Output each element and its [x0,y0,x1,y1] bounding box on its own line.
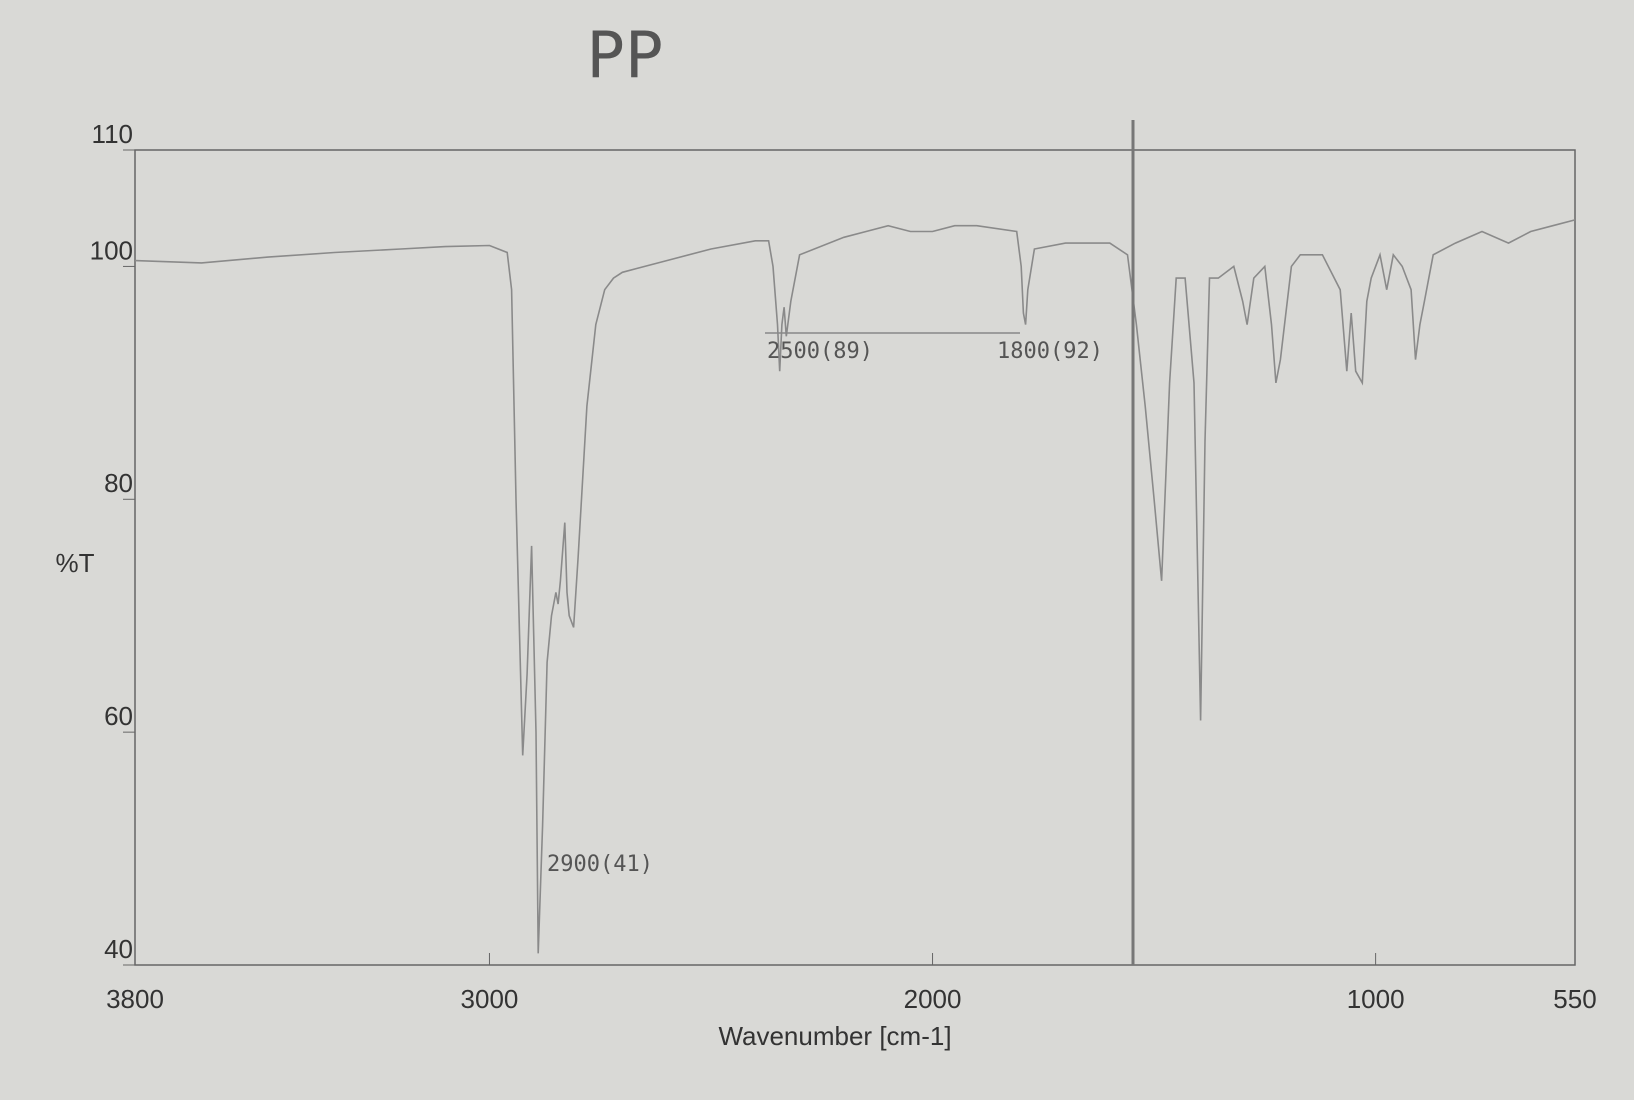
annotation: 2500(89) [767,339,873,364]
chart-title: PP [586,20,663,94]
x-tick-label: 3000 [461,984,519,1014]
plot-frame [134,149,1576,966]
spectrum-line [134,219,1576,954]
y-tick-label: 80 [104,468,133,498]
x-tick-label: 3800 [106,984,164,1014]
y-tick-label: 60 [104,701,133,731]
y-axis-label: %T [56,548,95,578]
x-axis-label: Wavenumber [cm-1] [718,1021,951,1051]
annotation: 2900(41) [547,852,653,877]
y-tick-label: 100 [90,235,133,265]
y-tick-label: 110 [92,119,133,149]
y-tick-label: 40 [104,934,133,964]
x-tick-label: 550 [1553,984,1596,1014]
annotation: 1800(92) [997,339,1103,364]
x-tick-label: 1000 [1347,984,1405,1014]
x-tick-label: 2000 [904,984,962,1014]
